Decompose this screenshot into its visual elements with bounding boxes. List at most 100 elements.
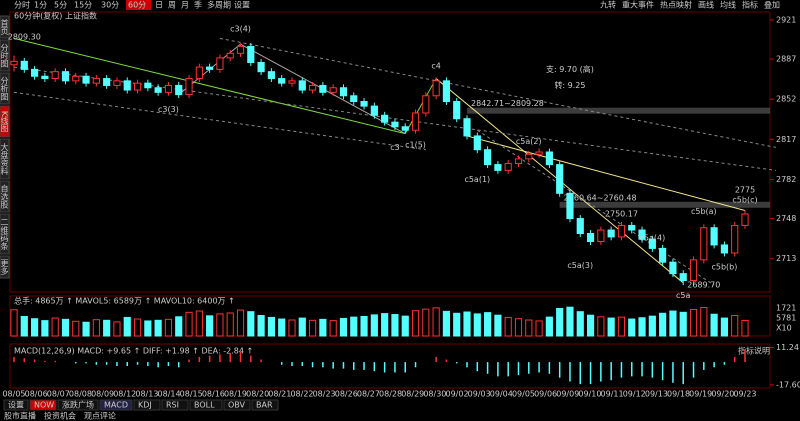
sidebar-tab[interactable] <box>0 138 10 180</box>
date-label: 08/23 <box>313 390 336 399</box>
toolbar-item[interactable]: 分时 <box>14 0 30 10</box>
toolbar-item[interactable]: 15分 <box>74 1 92 10</box>
candle-body <box>195 66 203 80</box>
annotation: c5a <box>676 291 690 300</box>
candle-body <box>545 151 553 166</box>
candle-body <box>278 78 286 84</box>
bottom-tab-label[interactable]: RSI <box>166 401 179 410</box>
sidebar-tab[interactable] <box>0 72 10 105</box>
date-label: 09/18 <box>667 390 690 399</box>
candle-body <box>648 238 656 249</box>
bottom-tab[interactable] <box>3 399 29 411</box>
date-label: 08/13 <box>135 390 158 399</box>
date-label: 08/27 <box>357 390 380 399</box>
bottom-tab-label[interactable]: OBV <box>228 401 246 410</box>
candle-body <box>525 153 533 160</box>
candle-body <box>51 71 59 80</box>
bottom-tab[interactable] <box>99 399 133 411</box>
volume-bar <box>720 317 728 337</box>
toolbar-item[interactable]: 5分 <box>54 1 67 10</box>
bottom-tab[interactable] <box>57 399 99 411</box>
candle-body <box>669 261 677 275</box>
candle-body <box>82 75 90 84</box>
toolbar-item[interactable]: 月 <box>181 1 189 10</box>
volume-bar <box>144 320 152 337</box>
volume-bar <box>576 311 584 337</box>
bottom-tab-label[interactable]: 设置 <box>8 400 24 410</box>
bottom-tab[interactable] <box>223 399 251 411</box>
volume-bar <box>123 316 131 337</box>
toolbar-item[interactable]: 九转 <box>600 0 616 10</box>
macd-panel <box>9 343 771 389</box>
candle-body <box>206 66 214 70</box>
band-label: 2842.71~2809.28 <box>471 99 544 108</box>
toolbar-item[interactable]: 热点映射 <box>660 0 692 10</box>
volume-bar <box>597 316 605 337</box>
y-tick-label: 2921 <box>776 16 796 25</box>
toolbar-item[interactable]: 画线 <box>698 0 714 10</box>
bottom-tab[interactable] <box>189 399 223 411</box>
bottom-link[interactable]: 投资机会 <box>44 411 76 421</box>
sidebar-tab[interactable] <box>0 105 10 138</box>
toolbar-item[interactable]: 重大事件 <box>622 0 654 10</box>
bottom-tab[interactable] <box>161 399 189 411</box>
candle-body <box>113 80 121 86</box>
sidebar-tab[interactable] <box>0 39 10 72</box>
bottom-tab[interactable] <box>133 399 161 411</box>
bottom-link[interactable]: 观点评论 <box>84 411 116 421</box>
sidebar-tab[interactable] <box>0 255 10 279</box>
price-panel <box>9 11 771 293</box>
toolbar-item[interactable]: 季 <box>194 0 202 10</box>
bottom-tab-label[interactable]: NOW <box>34 401 54 410</box>
candle-body <box>20 60 28 70</box>
toolbar-item[interactable]: 60分 <box>128 1 146 10</box>
volume-header: 总手: 4865万 ↑ MAVOL5: 6589万 ↑ MAVOL10: 640… <box>14 296 235 306</box>
sidebar-tab[interactable] <box>0 15 10 39</box>
volume-bar <box>319 318 327 337</box>
sidebar-tab[interactable] <box>0 213 10 255</box>
bottom-tab[interactable] <box>29 399 57 411</box>
toolbar-item[interactable]: 30分 <box>101 1 119 10</box>
bottom-tab-label[interactable]: BAR <box>256 401 273 410</box>
candle-body <box>710 227 718 246</box>
date-label: 08/19 <box>224 390 247 399</box>
annotation: 2689.70 <box>687 281 720 290</box>
toolbar-item[interactable]: 均线 <box>720 0 736 10</box>
candle-body <box>164 84 173 93</box>
toolbar-item[interactable]: 指标 <box>742 0 758 10</box>
volume-bar <box>535 320 543 337</box>
macd-button[interactable]: 指标说明 <box>738 346 770 356</box>
candle-body <box>61 71 70 82</box>
candle-body <box>411 112 420 131</box>
candle-body <box>679 273 687 282</box>
toolbar-item[interactable]: 叠加 <box>764 0 780 10</box>
toolbar-item[interactable]: 1分 <box>34 1 47 10</box>
toolbar-item[interactable]: 日 <box>155 1 163 10</box>
bottom-tab-label[interactable]: 涨跌广场 <box>62 400 94 410</box>
toolbar-item[interactable]: 周 <box>168 1 176 10</box>
toolbar-item[interactable]: 多周期 <box>207 0 231 10</box>
volume-bar <box>41 320 49 337</box>
sidebar-label: K线图 <box>0 111 9 133</box>
bottom-tab-label[interactable]: BOLL <box>194 401 215 410</box>
bottom-tab-label[interactable]: MACD <box>104 401 128 410</box>
date-label: 08/06 <box>25 390 48 399</box>
bottom-tab[interactable] <box>251 399 279 411</box>
candle-body <box>329 87 337 93</box>
candle-body <box>236 45 245 54</box>
candle-body <box>628 224 636 231</box>
y-tick-label: 2748 <box>776 214 796 223</box>
candle-body <box>370 105 378 116</box>
sidebar-tab[interactable] <box>0 180 10 213</box>
bottom-tab-label[interactable]: KDJ <box>138 401 152 410</box>
candle-body <box>133 82 142 91</box>
volume-bar <box>195 310 203 337</box>
date-label: 09/04 <box>490 390 513 399</box>
annotation: c1(5) <box>405 141 426 150</box>
candle-body <box>689 259 698 282</box>
bottom-link[interactable]: 股市直播 <box>4 411 36 421</box>
trend-line <box>219 37 776 148</box>
toolbar-item[interactable]: 设置 <box>234 0 250 10</box>
volume-bar <box>103 319 111 337</box>
volume-bar <box>731 315 739 337</box>
